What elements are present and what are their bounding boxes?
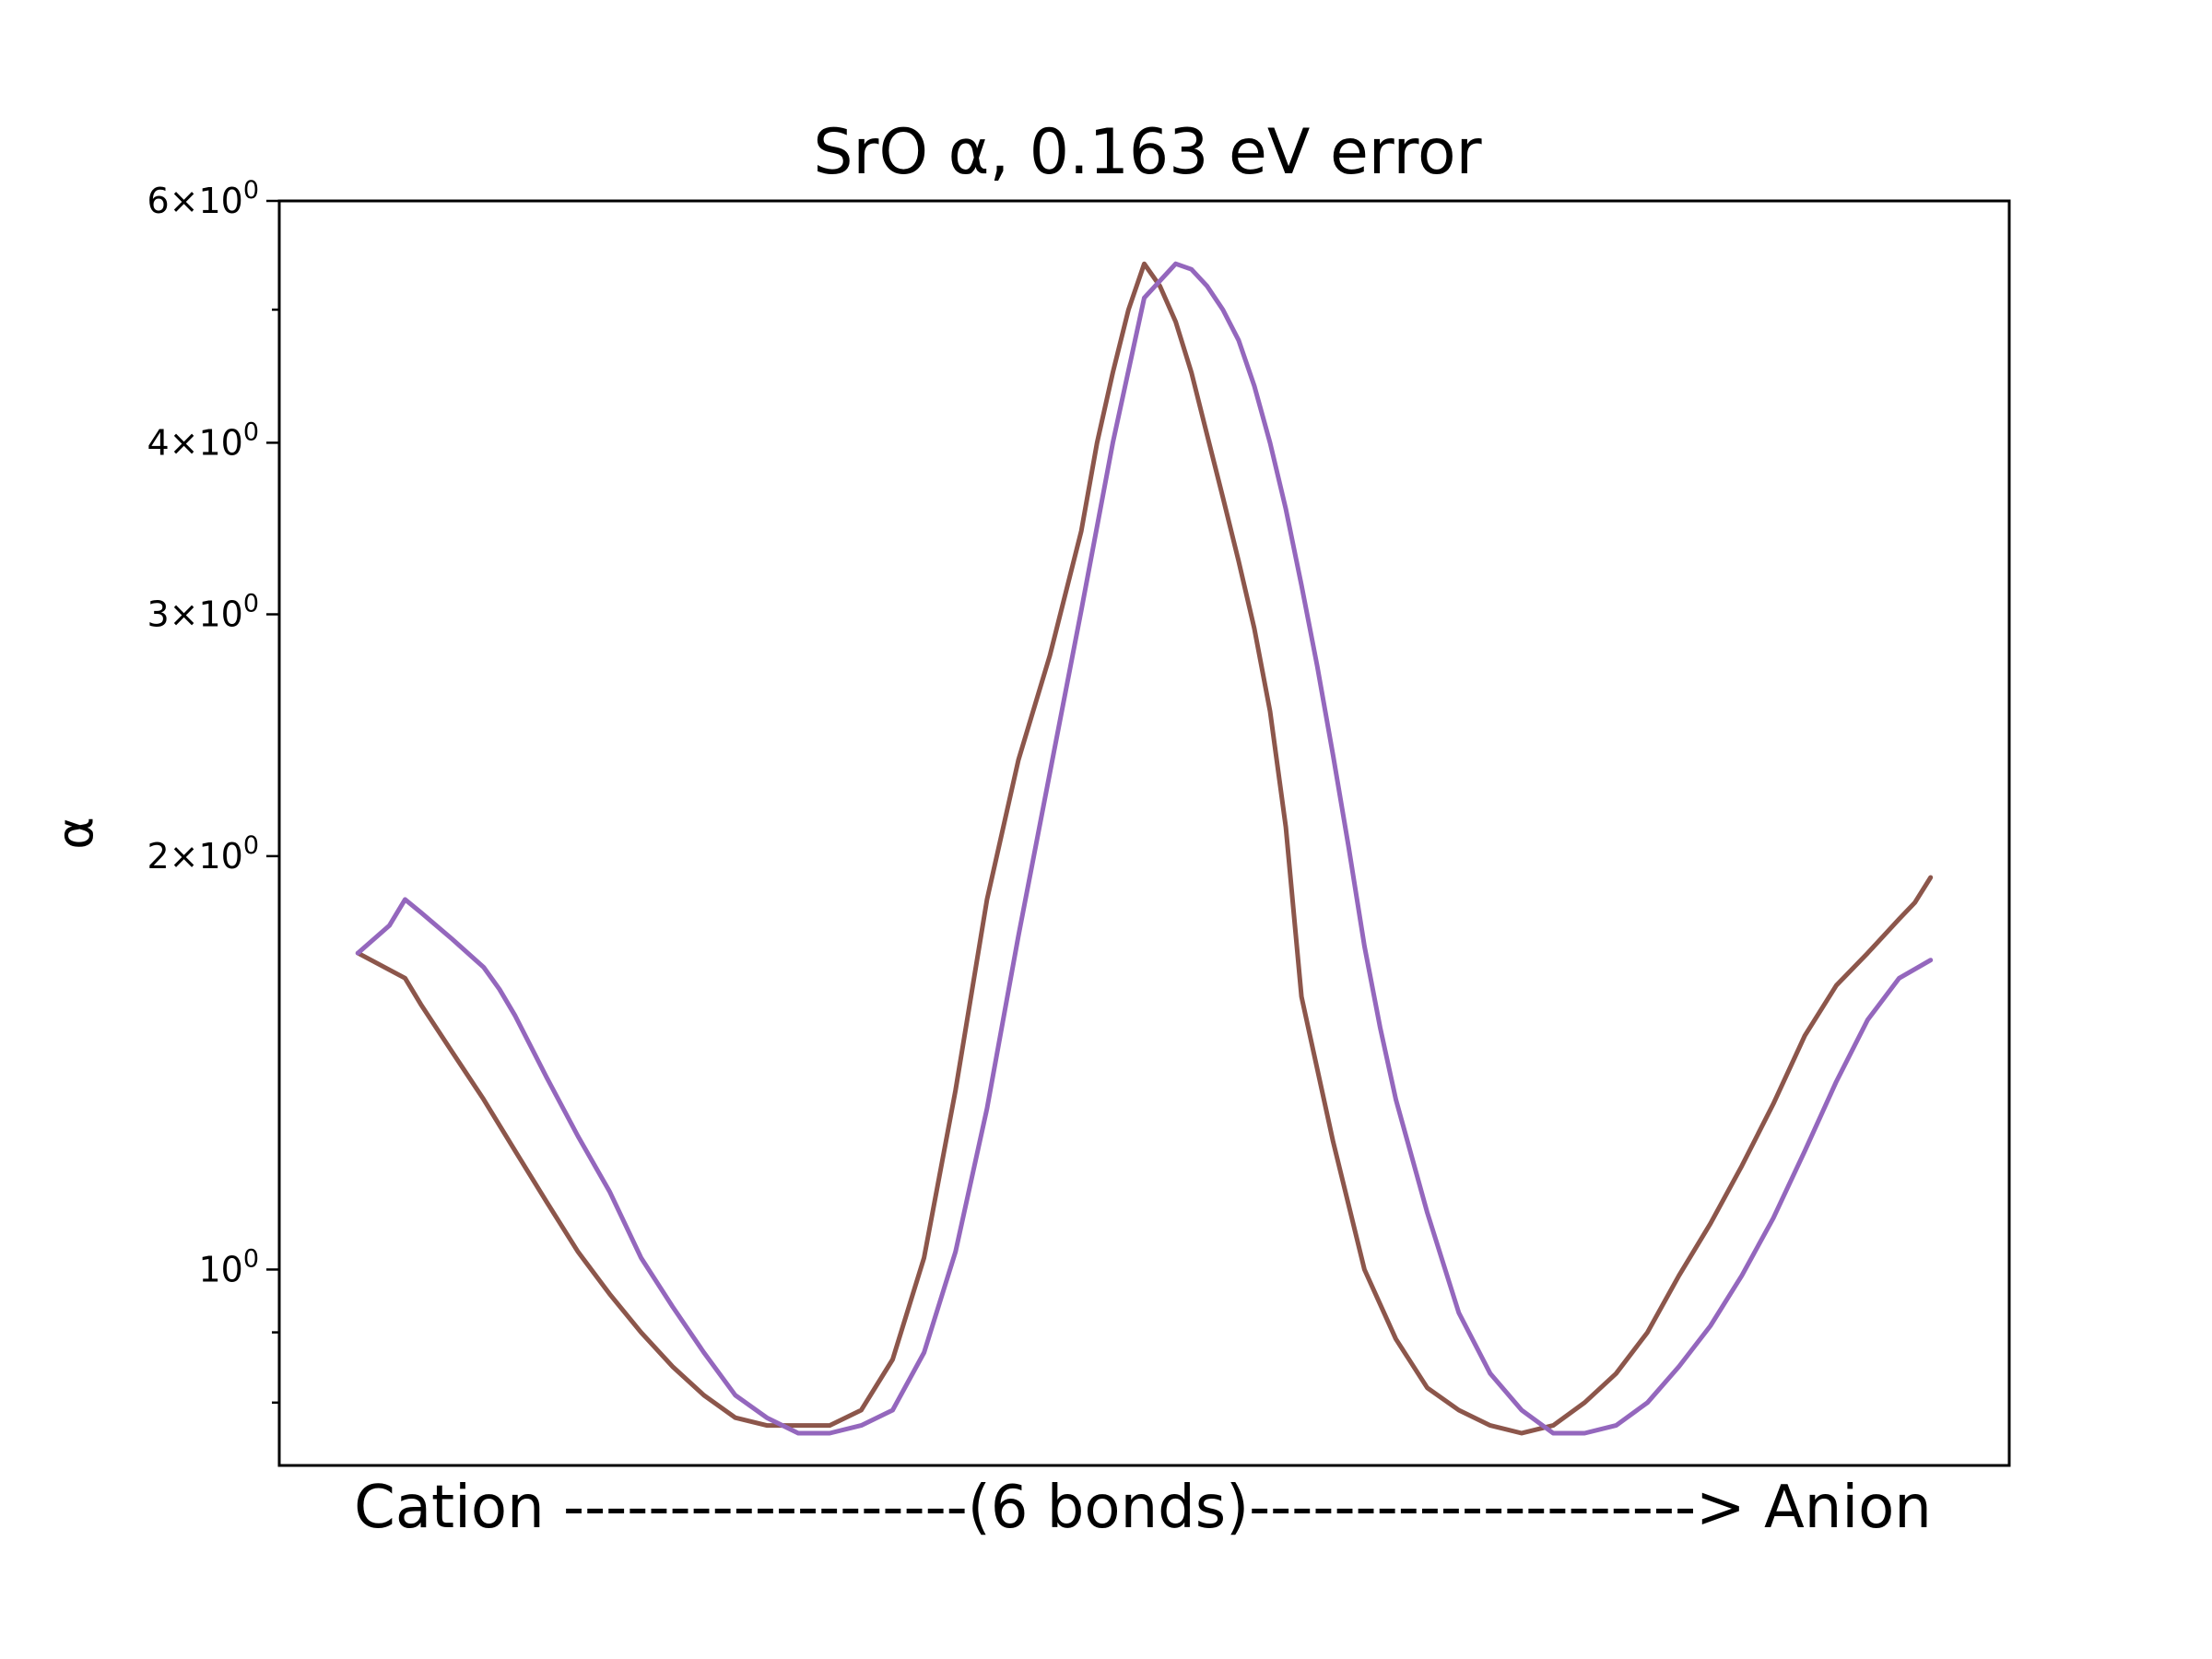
chart-title: SrO α, 0.163 eV error bbox=[813, 116, 1481, 189]
y-tick-label-2: 2×100 bbox=[147, 831, 259, 877]
y-axis-ticks: 100 2×100 3×100 4×100 6×100 bbox=[147, 176, 279, 1405]
y-axis-label: α bbox=[46, 817, 104, 850]
x-axis-label: Cation -------------------(6 bonds)-----… bbox=[354, 1474, 1932, 1542]
axes-frame bbox=[277, 199, 2011, 1467]
y-tick-label-5: 6×100 bbox=[147, 176, 259, 221]
plot-area bbox=[355, 261, 1934, 1436]
y-tick-label-4: 4×100 bbox=[147, 418, 259, 463]
y-tick-label-1: 100 bbox=[198, 1244, 259, 1289]
y-tick-label-3: 3×100 bbox=[147, 590, 259, 635]
series-line-1 bbox=[355, 261, 1934, 1436]
series-line-2 bbox=[355, 261, 1934, 1436]
